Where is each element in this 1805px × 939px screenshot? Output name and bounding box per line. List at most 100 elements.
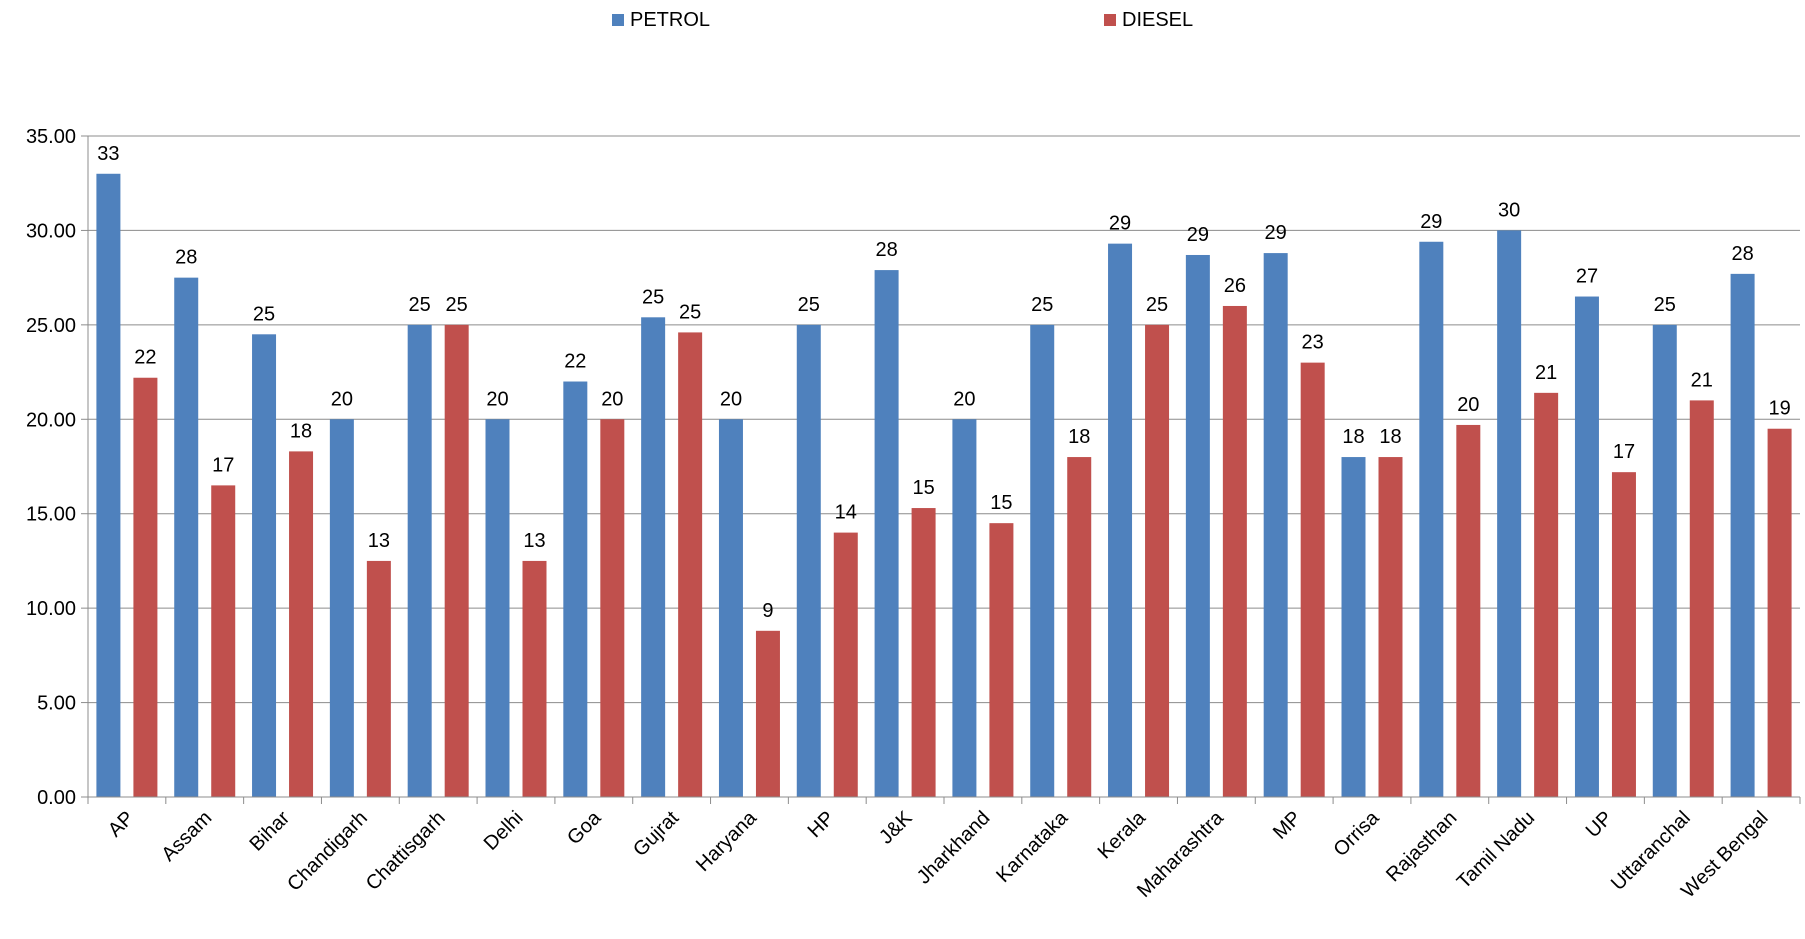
bar-diesel (133, 377, 158, 797)
bar-diesel (1378, 457, 1403, 797)
y-tick-label: 0.00 (37, 787, 76, 809)
data-label-petrol: 29 (1109, 213, 1131, 235)
diesel-legend-swatch (1104, 14, 1116, 26)
legend-item-diesel: DIESEL (1104, 8, 1193, 32)
x-category-label: Rajasthan (1382, 807, 1461, 886)
data-label-petrol: 20 (331, 388, 353, 410)
bar-diesel (1067, 457, 1092, 797)
bar-petrol (563, 381, 588, 797)
bar-petrol (1497, 230, 1522, 797)
y-tick-label: 30.00 (26, 220, 76, 242)
x-category-label: Chandigarh (283, 807, 372, 896)
data-label-petrol: 30 (1498, 199, 1520, 221)
x-category-label: HP (804, 807, 839, 842)
petrol-legend-label: PETROL (630, 8, 711, 31)
bar-diesel (1767, 428, 1792, 797)
x-category-label: J&K (875, 807, 917, 849)
legend-item-petrol: PETROL (612, 8, 710, 32)
data-label-petrol: 25 (1654, 294, 1676, 316)
x-category-label: AP (104, 807, 138, 841)
data-label-petrol: 25 (642, 286, 664, 308)
bar-petrol (1108, 243, 1133, 798)
x-category-label: Jharkhand (913, 807, 995, 889)
data-label-diesel: 25 (446, 294, 468, 316)
bar-petrol (96, 173, 121, 797)
data-label-petrol: 29 (1420, 211, 1442, 233)
bar-diesel (1300, 362, 1325, 797)
bar-petrol (1185, 254, 1210, 798)
x-category-label: Orrisa (1329, 806, 1384, 861)
bar-diesel (755, 630, 780, 797)
data-labels: 33 22 28 17 25 18 20 13 25 25 20 13 22 20 25 25 20 9 25 14 2… (97, 143, 1790, 622)
diesel-legend-label: DIESEL (1122, 8, 1194, 31)
x-category-label: Delhi (480, 807, 528, 855)
y-tick-label: 35.00 (26, 126, 76, 148)
data-label-diesel: 18 (1379, 426, 1401, 448)
data-label-petrol: 25 (409, 294, 431, 316)
data-label-diesel: 20 (601, 388, 623, 410)
bar-petrol (874, 270, 899, 797)
bar-petrol (1730, 273, 1755, 797)
bar-petrol (952, 419, 977, 797)
bar-petrol (174, 277, 199, 798)
bar-diesel (444, 324, 469, 797)
x-category-label: MP (1269, 807, 1306, 844)
y-axis: 0.00 5.00 10.00 15.00 20.00 25.00 30.00 35.00 (26, 126, 89, 809)
bar-diesel (911, 508, 936, 797)
bars (96, 173, 1792, 798)
bar-diesel (600, 419, 625, 797)
bar-diesel (522, 560, 547, 797)
data-label-petrol: 20 (953, 388, 975, 410)
data-label-diesel: 21 (1535, 362, 1557, 384)
data-label-diesel: 25 (679, 301, 701, 323)
data-label-diesel: 9 (762, 600, 773, 622)
data-label-diesel: 18 (1068, 426, 1090, 448)
bar-petrol (1419, 241, 1444, 797)
data-label-diesel: 13 (523, 530, 545, 552)
y-tick-label: 5.00 (37, 693, 76, 715)
data-label-petrol: 25 (798, 294, 820, 316)
x-category-label: Goa (563, 806, 606, 849)
data-label-diesel: 26 (1224, 275, 1246, 297)
x-category-label: Assam (157, 807, 216, 866)
bar-petrol (1574, 296, 1599, 797)
data-label-petrol: 25 (253, 303, 275, 325)
data-label-petrol: 33 (97, 143, 119, 165)
x-category-label: Karnataka (992, 806, 1073, 887)
data-label-petrol: 28 (175, 247, 197, 269)
bar-diesel (1611, 472, 1636, 797)
data-label-diesel: 17 (212, 454, 234, 476)
bar-petrol (641, 317, 666, 797)
bar-diesel (1222, 305, 1247, 797)
bar-petrol (1341, 457, 1366, 797)
data-label-petrol: 25 (1031, 294, 1053, 316)
data-label-petrol: 18 (1342, 426, 1364, 448)
data-label-petrol: 28 (875, 239, 897, 261)
bar-petrol (329, 419, 354, 797)
data-label-diesel: 15 (990, 492, 1012, 514)
y-tick-label: 25.00 (26, 315, 76, 337)
bar-petrol (407, 324, 432, 797)
bar-diesel (1534, 392, 1559, 797)
data-label-diesel: 15 (912, 477, 934, 499)
bar-diesel (211, 485, 236, 797)
x-category-label: Tamil Nadu (1453, 807, 1539, 893)
bar-diesel (1456, 424, 1481, 797)
x-category-label: Gujrat (629, 807, 683, 861)
data-label-petrol: 29 (1265, 222, 1287, 244)
petrol-legend-swatch (612, 14, 624, 26)
data-label-diesel: 14 (835, 502, 857, 524)
data-label-petrol: 22 (564, 351, 586, 373)
bar-petrol (1263, 253, 1288, 797)
x-category-label: UP (1582, 807, 1617, 842)
bar-petrol (718, 419, 743, 797)
bar-diesel (833, 532, 858, 797)
data-label-diesel: 23 (1302, 332, 1324, 354)
x-category-label: Kerala (1094, 806, 1151, 863)
bar-diesel (289, 451, 314, 797)
x-category-label: Chattisgarh (362, 807, 450, 895)
data-label-diesel: 19 (1768, 398, 1790, 420)
data-label-diesel: 17 (1613, 441, 1635, 463)
